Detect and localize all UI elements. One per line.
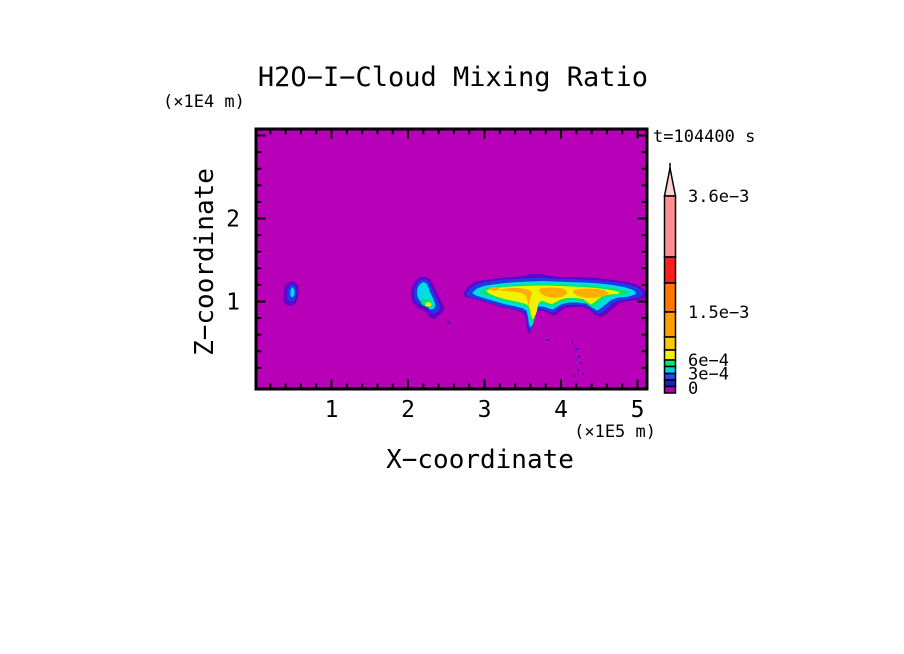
colorbar-label: 3.6e−3 — [688, 187, 749, 207]
cloud-speckles — [546, 339, 584, 377]
colorbar-segment — [663, 311, 677, 338]
plot-title: H2O−I−Cloud Mixing Ratio — [258, 62, 648, 93]
colorbar-segment — [663, 359, 677, 368]
large-cloud-orange-patch — [489, 287, 499, 291]
y-tick-label: 2 — [226, 207, 240, 233]
colorbar-arrow — [663, 167, 677, 197]
cloud-contours — [283, 274, 648, 377]
y-axis-units-label: (×1E4 m) — [163, 92, 245, 112]
colorbar-label: 1.5e−3 — [688, 303, 749, 323]
tick-labels: 1 2 3 4 5 1 2 — [226, 207, 644, 424]
colorbar-segment — [663, 336, 677, 351]
colorbar-segment — [663, 282, 677, 313]
large-cloud-orange-patch — [573, 288, 609, 298]
y-axis-title: Z−coordinate — [190, 168, 220, 356]
large-cloud-orange-patch — [539, 287, 567, 298]
time-annotation: t=104400 s — [653, 127, 755, 147]
x-tick-label: 2 — [401, 397, 415, 423]
y-tick-label: 1 — [226, 290, 240, 316]
cloud-speck — [447, 321, 450, 324]
x-tick-label: 4 — [554, 397, 568, 423]
colorbar-label: 0 — [688, 379, 698, 399]
x-tick-label: 5 — [631, 397, 645, 423]
plot-background — [255, 128, 648, 390]
colorbar-segment — [663, 372, 677, 381]
colorbar-segment — [663, 256, 677, 284]
medium-cloud-yellow-core — [425, 302, 432, 307]
colorbar-segment — [663, 349, 677, 361]
colorbar-label: 3e−4 — [688, 365, 729, 385]
x-axis-title: X−coordinate — [386, 445, 574, 475]
colorbar-label: 6e−4 — [688, 351, 729, 371]
colorbar: 3.6e−3 1.5e−3 6e−43e−40 — [663, 163, 749, 399]
x-axis-units-label: (×1E5 m) — [574, 422, 656, 442]
colorbar-segment — [663, 379, 677, 388]
small-cloud-cyan-core — [290, 287, 295, 298]
x-tick-label: 3 — [478, 397, 492, 423]
colorbar-segment — [663, 385, 677, 394]
large-cloud-orange-patch — [500, 288, 532, 306]
colorbar-segment — [663, 365, 677, 375]
colorbar-segments — [663, 195, 677, 394]
colorbar-segment — [663, 195, 677, 258]
plot-border — [254, 127, 649, 391]
x-tick-label: 1 — [325, 397, 339, 423]
colorbar-labels: 3.6e−3 1.5e−3 6e−43e−40 — [688, 187, 749, 399]
